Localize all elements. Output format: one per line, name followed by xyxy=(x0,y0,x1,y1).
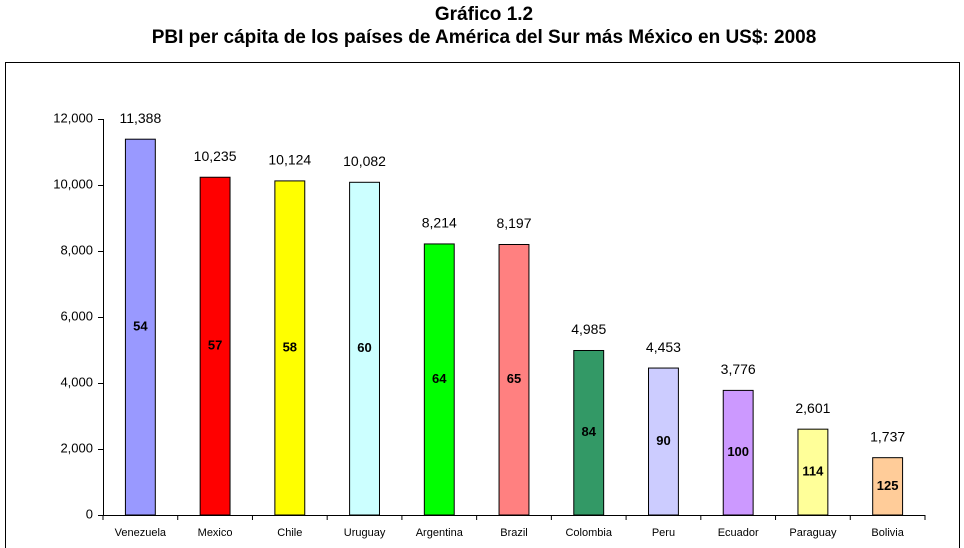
value-label: 4,985 xyxy=(571,321,606,337)
y-tick-label: 12,000 xyxy=(53,110,93,125)
bar xyxy=(722,389,754,516)
chart-border xyxy=(5,62,960,548)
value-label: 10,082 xyxy=(343,153,386,169)
x-tick-label: Uruguay xyxy=(344,527,386,539)
bar xyxy=(797,428,829,516)
y-tick-label: 10,000 xyxy=(53,176,93,191)
value-label: 11,388 xyxy=(119,110,161,126)
inner-label: 64 xyxy=(432,371,447,386)
y-tick-label: 4,000 xyxy=(60,374,93,389)
chart-title: Gráfico 1.2 xyxy=(435,4,533,25)
inner-label: 58 xyxy=(283,339,297,354)
x-tick-label: Mexico xyxy=(198,527,233,539)
inner-label: 54 xyxy=(133,319,148,334)
bar xyxy=(423,243,455,516)
bar xyxy=(124,138,156,516)
x-tick-label: Bolivia xyxy=(871,527,904,539)
inner-label: 65 xyxy=(507,371,521,386)
y-tick-label: 6,000 xyxy=(60,308,93,323)
x-tick-label: Colombia xyxy=(565,527,612,539)
x-tick-label: Ecuador xyxy=(718,527,759,539)
y-tick-label: 2,000 xyxy=(60,440,93,455)
inner-label: 60 xyxy=(357,340,371,355)
bar xyxy=(498,243,530,516)
bar xyxy=(573,349,605,516)
chart-subtitle: PBI per cápita de los países de América … xyxy=(152,27,817,48)
inner-label: 84 xyxy=(581,424,596,439)
inner-label: 90 xyxy=(656,433,670,448)
inner-label: 100 xyxy=(727,444,749,459)
y-tick-label: 8,000 xyxy=(60,242,93,257)
inner-label: 125 xyxy=(877,478,899,493)
x-tick-label: Venezuela xyxy=(115,527,167,539)
inner-label: 57 xyxy=(208,338,222,353)
value-label: 8,214 xyxy=(422,215,457,231)
value-label: 3,776 xyxy=(721,361,756,377)
x-tick-label: Peru xyxy=(652,527,675,539)
x-tick-label: Paraguay xyxy=(789,527,837,539)
inner-label: 114 xyxy=(802,464,824,479)
value-label: 4,453 xyxy=(646,339,681,355)
bar xyxy=(199,176,231,516)
x-tick-label: Argentina xyxy=(416,527,464,539)
value-label: 2,601 xyxy=(795,400,830,416)
y-tick-label: 0 xyxy=(86,506,93,521)
value-label: 1,737 xyxy=(870,428,905,444)
x-tick-label: Brazil xyxy=(500,527,528,539)
value-label: 8,197 xyxy=(496,215,531,231)
bar xyxy=(872,457,904,516)
x-tick-label: Chile xyxy=(277,527,302,539)
bar xyxy=(648,367,679,516)
bar xyxy=(274,180,306,516)
bar xyxy=(349,181,380,516)
value-label: 10,124 xyxy=(268,152,311,168)
value-label: 10,235 xyxy=(194,148,237,164)
